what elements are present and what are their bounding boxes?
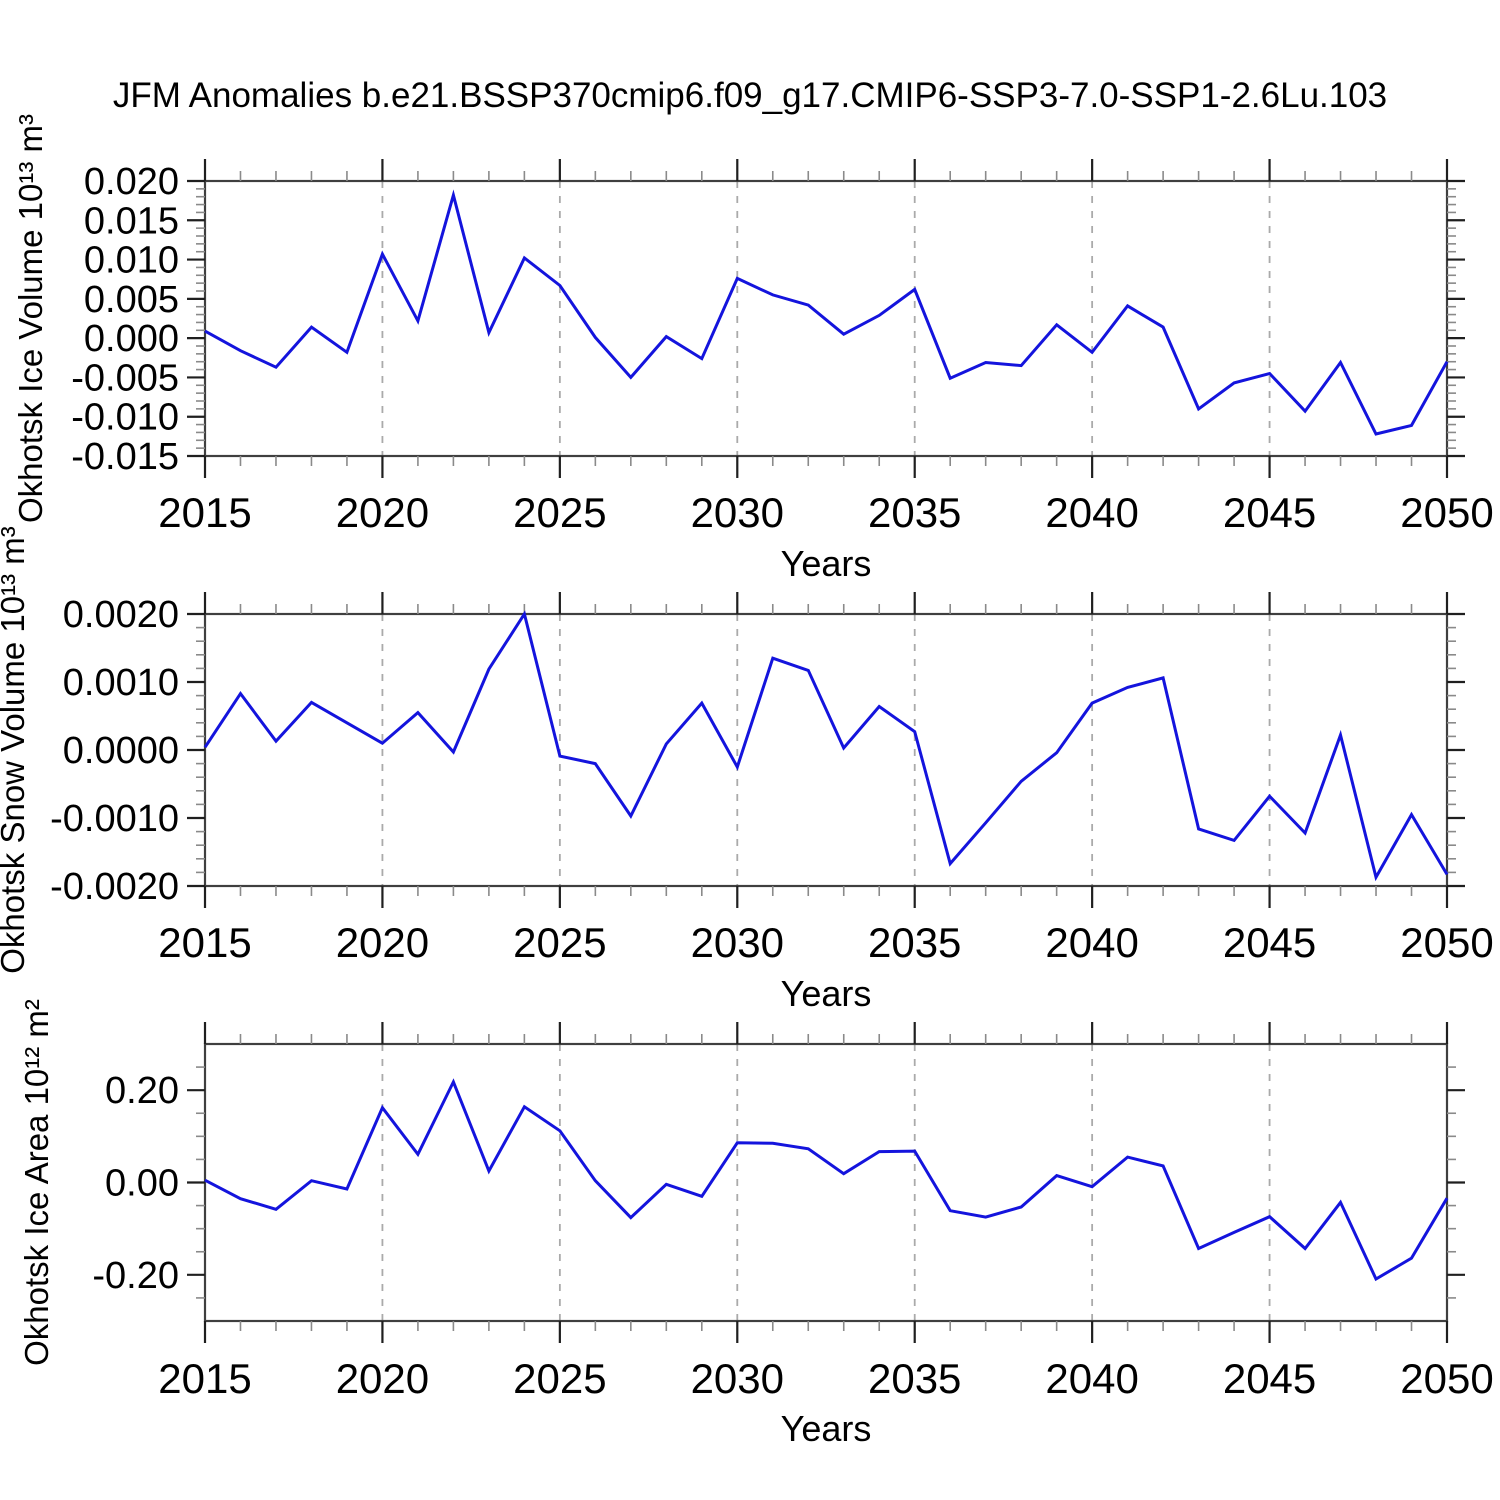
x-tick-label: 2045 [1223, 1355, 1316, 1402]
y-ticks [187, 1066, 1465, 1299]
x-tick-label: 2040 [1045, 1355, 1138, 1402]
plot-box [203, 612, 1449, 888]
x-axis-title: Years [781, 973, 872, 1014]
y-tick-label: -0.20 [92, 1255, 179, 1297]
x-tick-label: 2020 [336, 1355, 429, 1402]
ice-volume-panel: 2015 2020 2025 2030 2035 2040 2045 20500.0200.0… [12, 114, 1494, 584]
x-ticks [203, 1022, 1449, 1343]
y-tick-label: -0.015 [71, 436, 179, 478]
y-tick-label: 0.0000 [63, 730, 179, 772]
x-axis-title: Years [781, 543, 872, 584]
x-tick-label: 2025 [513, 489, 606, 536]
anomaly-line [203, 610, 1449, 882]
x-tick-label: 2035 [868, 489, 961, 536]
x-tick-label: 2015 [158, 489, 251, 536]
y-ticks [187, 179, 1465, 458]
y-tick-label: 0.00 [105, 1163, 179, 1205]
y-tick-label: 0.000 [84, 318, 179, 360]
x-axis-title: Years [781, 1408, 872, 1449]
x-tick-label: 2045 [1223, 919, 1316, 966]
snow-volume-panel: 2015 2020 2025 2030 2035 2040 2045 2050 0.0020 0.… [0, 526, 1494, 1014]
x-tick-label: 2030 [691, 489, 784, 536]
y-tick-label: 0.005 [84, 279, 179, 321]
ice-area-panel: 2015 2020 2025 2030 2035 2040 2045 2050 0.20 0.00… [18, 999, 1494, 1449]
x-tick-label: 2015 [158, 919, 251, 966]
page-title: JFM Anomalies b.e21.BSSP370cmip6.f09_g17… [112, 76, 1388, 115]
y-tick-label: -0.005 [71, 357, 179, 399]
x-ticks [203, 592, 1449, 908]
y-tick-label: 0.0020 [63, 594, 179, 636]
x-tick-label: 2020 [336, 919, 429, 966]
x-tick-label: 2015 [158, 1355, 251, 1402]
anomaly-line [204, 189, 1449, 436]
plot-box [203, 1042, 1449, 1323]
grid-lines [381, 181, 1271, 456]
y-tick-label: -0.010 [71, 397, 179, 439]
x-tick-label: 2030 [691, 919, 784, 966]
x-tick-label: 2040 [1045, 489, 1138, 536]
y-tick-label: 0.0010 [63, 662, 179, 704]
y-tick-label: 0.010 [84, 240, 179, 282]
x-tick-label: 2035 [868, 1355, 961, 1402]
y-tick-label: 0.015 [84, 200, 179, 242]
y-tick-label: 0.20 [105, 1070, 179, 1112]
x-tick-label: 2035 [868, 919, 961, 966]
x-tick-label: 2025 [513, 1355, 606, 1402]
x-ticks [203, 159, 1449, 478]
x-tick-label: 2045 [1223, 489, 1316, 536]
y-axis-title: Okhotsk Snow Volume 10¹³ m³ [0, 526, 31, 974]
anomaly-line [204, 1078, 1449, 1282]
y-ticks [187, 612, 1465, 888]
x-tick-label: 2050 [1400, 489, 1493, 536]
plot-box [203, 179, 1449, 458]
grid-lines [381, 614, 1271, 886]
x-tick-label: 2030 [691, 1355, 784, 1402]
x-tick-label: 2050 [1400, 1355, 1493, 1402]
x-tick-label: 2020 [336, 489, 429, 536]
y-tick-label: 0.020 [84, 161, 179, 203]
x-tick-label: 2040 [1045, 919, 1138, 966]
y-tick-label: -0.0020 [50, 866, 179, 908]
y-tick-label: -0.0010 [50, 798, 179, 840]
grid-lines [381, 1044, 1271, 1321]
y-axis-title: Okhotsk Ice Volume 10¹³ m³ [12, 114, 49, 523]
y-axis-title: Okhotsk Ice Area 10¹² m² [18, 999, 55, 1366]
x-tick-label: 2025 [513, 919, 606, 966]
x-tick-label: 2050 [1400, 919, 1493, 966]
